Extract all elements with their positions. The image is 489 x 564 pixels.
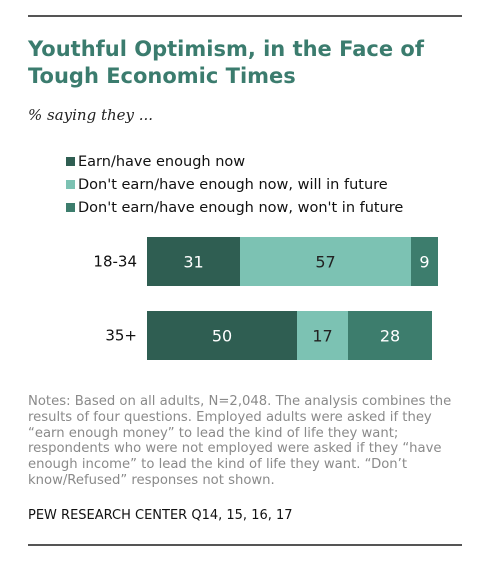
- data-label: 31: [183, 253, 203, 272]
- data-label: 28: [380, 327, 400, 346]
- chart-title: Youthful Optimism, in the Face of Tough …: [28, 37, 424, 88]
- bar-segment: [147, 311, 297, 360]
- chart-subtitle: % saying they ...: [28, 106, 154, 124]
- bottom-rule: [28, 544, 462, 546]
- legend: Earn/have enough now Don't earn/have eno…: [66, 150, 403, 219]
- category-label: 35+: [105, 327, 137, 345]
- bar-segment: [147, 237, 240, 286]
- legend-item: Earn/have enough now: [66, 150, 403, 173]
- legend-swatch: [66, 203, 75, 212]
- data-label: 9: [419, 253, 429, 272]
- bar-segment: [348, 311, 432, 360]
- legend-label: Don't earn/have enough now, won't in fut…: [78, 199, 404, 216]
- legend-swatch: [66, 157, 75, 166]
- bar-segment: [411, 237, 438, 286]
- legend-item: Don't earn/have enough now, won't in fut…: [66, 196, 403, 219]
- chart-notes: Notes: Based on all adults, N=2,048. The…: [28, 394, 452, 488]
- legend-label: Earn/have enough now: [78, 153, 246, 170]
- legend-label: Don't earn/have enough now, will in futu…: [78, 176, 388, 193]
- top-rule: [28, 15, 462, 17]
- category-label: 18-34: [93, 253, 137, 271]
- data-label: 57: [315, 253, 335, 272]
- data-label: 50: [212, 327, 232, 346]
- legend-item: Don't earn/have enough now, will in futu…: [66, 173, 403, 196]
- bar-segment: [297, 311, 348, 360]
- bar-segment: [240, 237, 411, 286]
- data-label: 17: [312, 327, 332, 346]
- legend-swatch: [66, 180, 75, 189]
- chart-source: PEW RESEARCH CENTER Q14, 15, 16, 17: [28, 508, 293, 523]
